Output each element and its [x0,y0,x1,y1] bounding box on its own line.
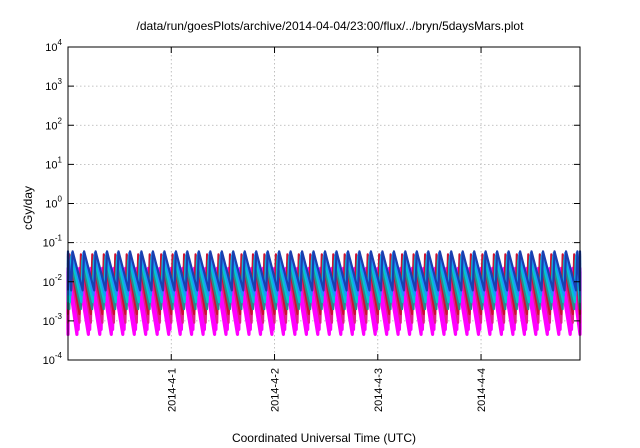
series-line [66,250,582,292]
y-tick-label: 102 [45,116,62,132]
y-tick-label: 100 [45,195,62,211]
y-tick-label: 104 [45,38,62,54]
y-axis-label: cGy/day [21,186,35,230]
x-tick-label: 2014-4-2 [270,368,282,412]
y-tick-label: 10-4 [43,351,63,367]
plot-series [66,250,582,336]
y-tick-label: 103 [45,77,62,93]
x-axis-label: Coordinated Universal Time (UTC) [232,431,416,445]
y-tick-label: 10-3 [43,312,63,328]
x-tick-label: 2014-4-4 [476,368,488,412]
x-tick-label: 2014-4-1 [166,368,178,412]
x-tick-label: 2014-4-3 [373,368,385,412]
chart-title: /data/run/goesPlots/archive/2014-04-04/2… [137,19,525,33]
x-axis-ticks: 2014-4-1 2014-4-2 2014-4-3 2014-4-4 [166,47,488,412]
y-axis-ticks: 10-4 10-3 10-2 10-1 100 101 102 103 104 [43,38,580,367]
y-tick-label: 10-1 [43,234,63,250]
y-tick-label: 101 [45,155,62,171]
y-tick-label: 10-2 [43,273,63,289]
